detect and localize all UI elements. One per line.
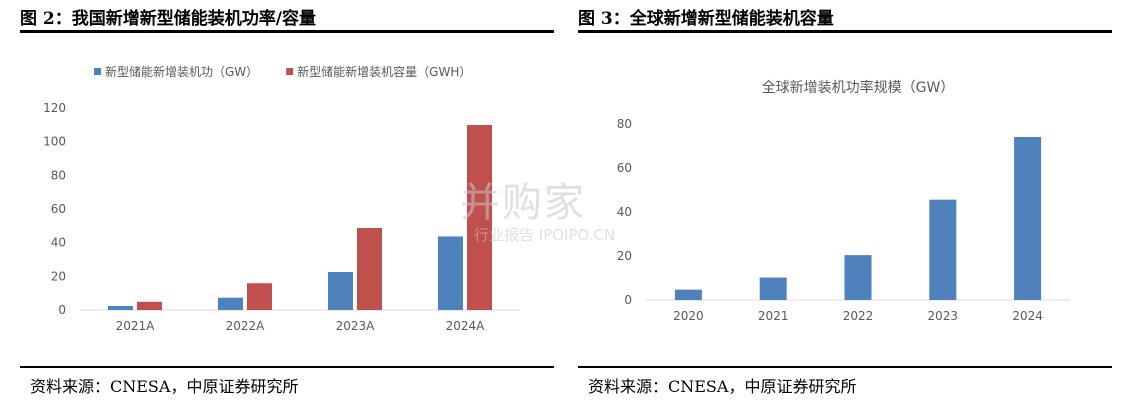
fig2-legend-label-2: 新型储能新增装机容量（GWH）: [297, 64, 471, 79]
fig2-y-tick-label: 40: [51, 236, 66, 250]
fig2-bar-1: [328, 271, 353, 310]
fig2-y-tick-label: 120: [43, 101, 66, 115]
fig2-bar-1: [108, 305, 133, 310]
fig2-y-tick-label: 0: [58, 303, 66, 317]
figure-2-title: 图 2：我国新增新型储能装机功率/容量: [20, 9, 316, 29]
figure-2-top-rule: [20, 30, 554, 33]
fig3-bar-1: [929, 199, 957, 300]
fig3-y-tick-label: 60: [617, 161, 632, 175]
fig2-y-tick-label: 60: [51, 202, 66, 216]
fig3-bar-1: [759, 277, 787, 300]
fig3-x-tick-label: 2021: [758, 309, 789, 323]
fig3-x-tick-label: 2022: [843, 309, 874, 323]
fig3-bar-1: [1014, 136, 1042, 300]
fig2-y-tick-label: 20: [51, 269, 66, 283]
fig3-y-tick-label: 80: [617, 117, 632, 131]
fig2-legend-label-1: 新型储能新增装机功（GW）: [105, 64, 258, 79]
fig2-bar-2: [357, 228, 382, 310]
fig2-bar-1: [218, 297, 243, 310]
figure-2-chart: 0 20 40 60 80 100 120 2021A 2022A 2023A 2024A 新型储能新…: [43, 64, 520, 333]
fig3-y-tick-label: 20: [617, 249, 632, 263]
figure-3-chart: 全球新增装机功率规模（GW） 0 20 40 60 80 2020 2021 2022 2023 2…: [617, 79, 1070, 323]
figure-3-title: 图 3：全球新增新型储能装机容量: [578, 9, 834, 29]
fig3-y-tick-label: 0: [624, 293, 632, 307]
figure-3-bottom-rule: [578, 366, 1112, 368]
fig3-bar-1: [674, 289, 702, 300]
fig2-x-tick-label: 2022A: [226, 319, 266, 333]
figure-3-source: 资料来源：CNESA，中原证券研究所: [588, 377, 857, 396]
fig2-x-tick-label: 2024A: [446, 319, 486, 333]
fig3-y-tick-label: 40: [617, 205, 632, 219]
fig2-y-tick-label: 80: [51, 168, 66, 182]
fig3-x-tick-label: 2023: [928, 309, 959, 323]
fig2-x-tick-label: 2023A: [336, 319, 376, 333]
figure-2-bottom-rule: [20, 366, 554, 368]
fig2-bar-2: [467, 125, 492, 310]
figure-3-panel: 图 3：全球新增新型储能装机容量 全球新增装机功率规模（GW） 0 20 40 60 80…: [578, 0, 1112, 410]
figure-2-panel: 图 2：我国新增新型储能装机功率/容量 0 20 40 60 80 100 120 2021A…: [20, 0, 554, 410]
fig2-x-tick-label: 2021A: [116, 319, 156, 333]
fig3-chart-title: 全球新增装机功率规模（GW）: [762, 79, 955, 96]
fig3-x-tick-label: 2024: [1012, 309, 1043, 323]
figure-3-top-rule: [578, 30, 1112, 33]
figure-2-source: 资料来源：CNESA，中原证券研究所: [30, 377, 299, 396]
fig2-legend-swatch-1: [94, 68, 101, 75]
fig3-x-tick-label: 2020: [673, 309, 704, 323]
fig2-bar-1: [438, 236, 463, 310]
fig2-y-tick-label: 100: [43, 135, 66, 149]
fig2-bar-2: [137, 301, 162, 310]
fig3-bar-1: [844, 255, 872, 300]
fig2-legend-swatch-2: [286, 68, 294, 75]
fig2-bar-2: [247, 283, 272, 310]
